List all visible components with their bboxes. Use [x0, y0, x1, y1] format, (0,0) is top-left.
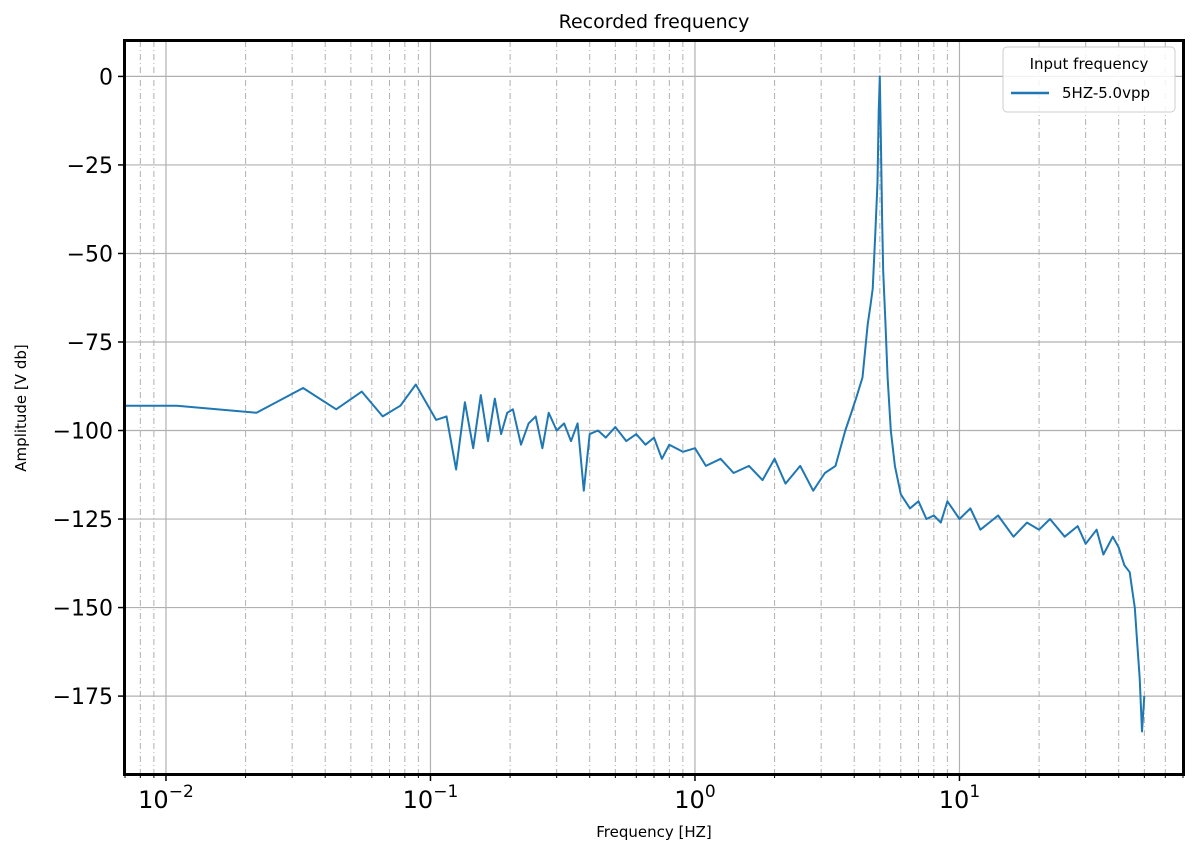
- x-axis-label: Frequency [HZ]: [596, 823, 712, 841]
- series-line-0: [125, 75, 1146, 733]
- x-axis: 10−2 10−1 100 101: [124, 774, 1184, 814]
- y-tick-label: −50: [67, 242, 113, 267]
- y-axis: 0 −25 −50 −75 −100 −125 −150 −175: [53, 65, 125, 710]
- x-tick-label: 10−2: [138, 782, 194, 814]
- grid: [124, 41, 1184, 774]
- y-tick-label: −75: [67, 331, 113, 356]
- y-tick-label: −25: [67, 154, 113, 179]
- y-tick-label: −125: [53, 508, 113, 533]
- y-tick-label: −150: [53, 597, 113, 622]
- y-tick-label: −100: [53, 420, 113, 445]
- chart-title: Recorded frequency: [559, 11, 750, 33]
- x-tick-label: 100: [674, 782, 715, 814]
- y-tick-label: −175: [53, 685, 113, 710]
- x-tick-label: 101: [939, 782, 980, 814]
- legend-box: [1002, 46, 1176, 113]
- legend: Input frequency 5HZ-5.0vpp: [1002, 46, 1176, 113]
- y-axis-label: Amplitude [V db]: [12, 344, 30, 471]
- series-group: [125, 75, 1146, 733]
- legend-title: Input frequency: [1030, 55, 1149, 73]
- legend-label: 5HZ-5.0vpp: [1062, 84, 1150, 102]
- y-tick-label: 0: [99, 65, 113, 90]
- x-tick-label: 10−1: [403, 782, 459, 814]
